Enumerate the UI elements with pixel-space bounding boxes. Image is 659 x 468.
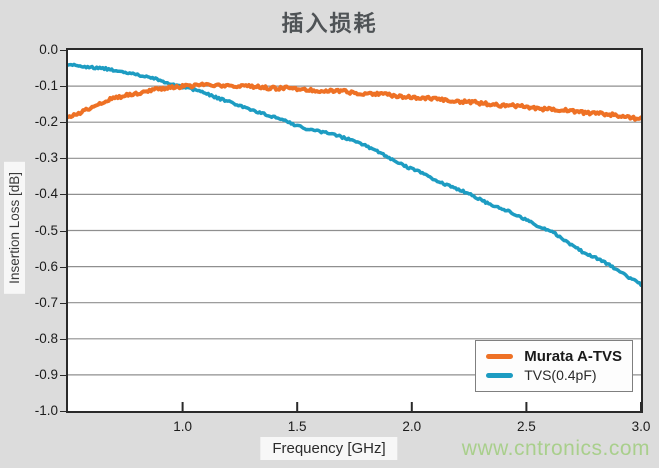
- y-tick-mark: [60, 411, 66, 412]
- plot-area: Murata A-TVS TVS(0.4pF): [66, 48, 643, 413]
- series-line-tvs-0-4pf-: [68, 62, 641, 287]
- y-tick-label: -0.7: [34, 294, 58, 310]
- watermark: www.cntronics.com: [461, 437, 650, 460]
- x-tick-label: 2.0: [402, 419, 422, 434]
- y-tick-mark: [60, 374, 66, 376]
- legend-label-tvs: TVS(0.4pF): [524, 367, 597, 383]
- y-tick-mark: [60, 158, 66, 160]
- plot-canvas: [68, 62, 641, 411]
- y-tick-mark: [60, 122, 66, 124]
- y-tick-mark: [60, 194, 66, 196]
- y-tick-mark: [60, 302, 66, 304]
- y-tick-label: -0.5: [34, 222, 58, 238]
- x-tick-label: 2.5: [517, 419, 536, 434]
- legend: Murata A-TVS TVS(0.4pF): [475, 340, 633, 392]
- legend-item-tvs: TVS(0.4pF): [486, 367, 622, 383]
- y-tick-mark: [60, 230, 66, 232]
- y-tick-mark: [60, 266, 66, 268]
- y-tick-label: -0.9: [34, 366, 58, 382]
- y-tick-mark: [60, 338, 66, 340]
- y-tick-label: -0.2: [34, 114, 58, 130]
- y-tick-label: -0.4: [34, 186, 58, 202]
- y-tick-label: 0.0: [39, 42, 58, 57]
- legend-label-murata: Murata A-TVS: [524, 348, 622, 365]
- series-line-murata-a-tvs: [68, 81, 641, 122]
- x-tick-label: 3.0: [631, 419, 651, 434]
- x-tick-label: 1.0: [173, 419, 192, 434]
- x-axis-label: Frequency [GHz]: [260, 437, 398, 460]
- y-tick-mark: [60, 50, 66, 51]
- murata-line-swatch: [486, 354, 514, 359]
- chart-title: 插入损耗: [281, 11, 378, 36]
- y-tick-label: -0.6: [34, 258, 58, 274]
- y-tick-label: -0.1: [34, 78, 58, 94]
- y-tick-mark: [60, 86, 66, 88]
- x-tick-label: 1.5: [287, 419, 307, 434]
- y-tick-label: -0.3: [34, 150, 58, 166]
- legend-item-murata: Murata A-TVS: [486, 348, 622, 365]
- y-tick-label: -0.8: [34, 330, 58, 346]
- y-tick-label: -1.0: [34, 403, 58, 418]
- tvs-line-swatch: [486, 372, 514, 378]
